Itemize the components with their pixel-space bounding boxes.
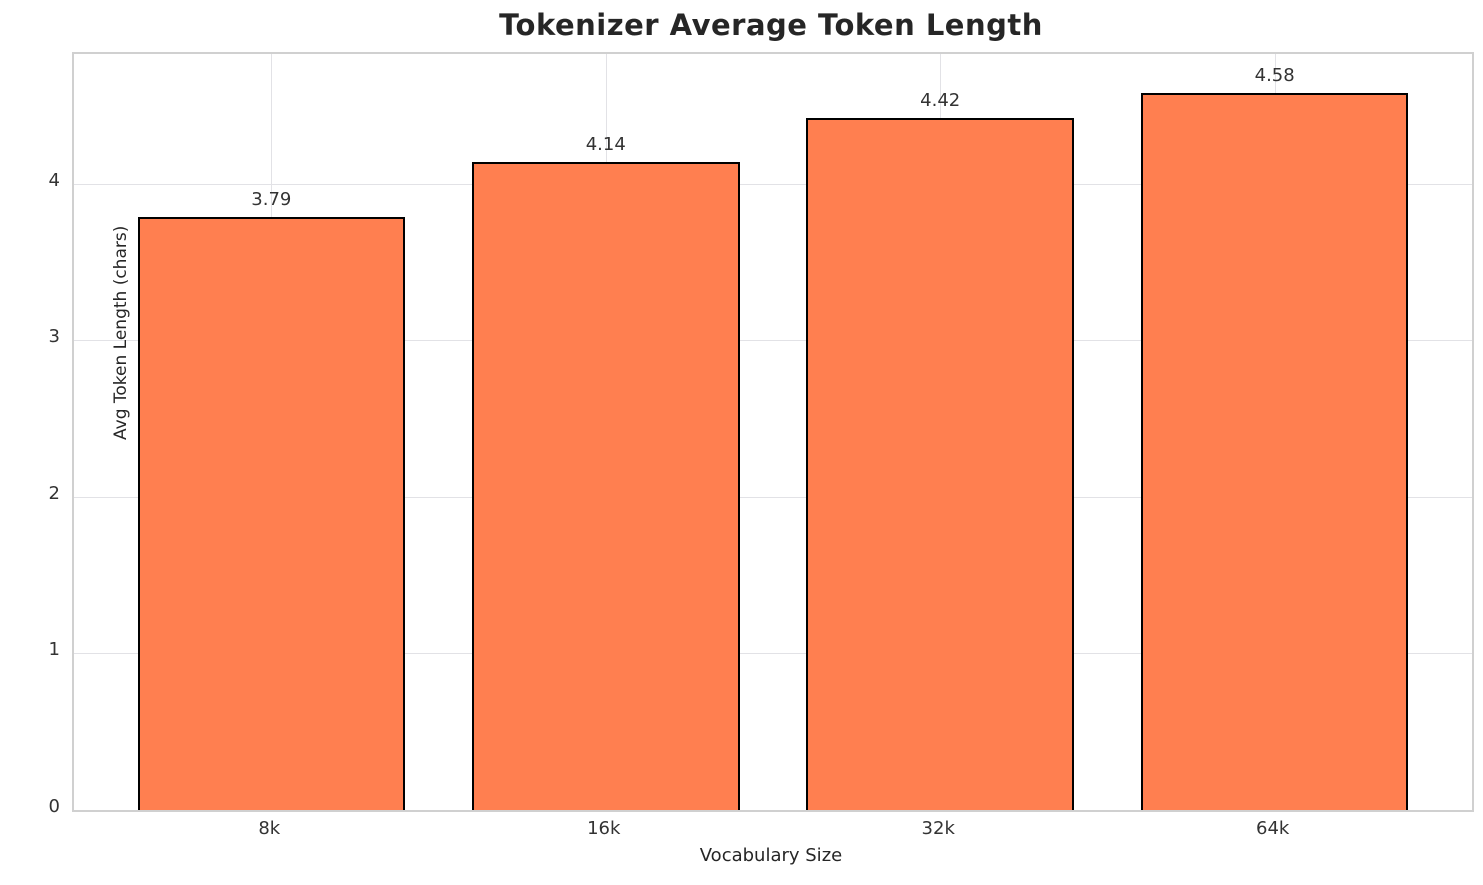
bar-8k (137, 216, 406, 810)
h-gridline-2 (74, 496, 1472, 498)
y-tick-label-3: 3 (48, 326, 60, 348)
x-tick-label-64k: 64k (1256, 818, 1290, 839)
bar-value-label-16k: 4.14 (585, 134, 626, 155)
x-tick-label-16k: 16k (587, 818, 621, 839)
h-gridline-3 (74, 340, 1472, 342)
h-gridline-4 (74, 183, 1472, 185)
x-tick-label-32k: 32k (921, 818, 955, 839)
y-tick-label-4: 4 (48, 169, 60, 191)
x-axis-label: Vocabulary Size (699, 845, 843, 866)
y-tick-label-1: 1 (48, 639, 60, 661)
bar-64k (1140, 93, 1409, 810)
bar-32k (806, 118, 1074, 810)
y-tick-label-2: 2 (48, 482, 60, 504)
bar-16k (471, 162, 740, 810)
plot-area: 3.79 4.14 4.42 4.58 (72, 52, 1474, 812)
bar-value-label-64k: 4.58 (1254, 65, 1295, 87)
chart-title: Tokenizer Average Token Length (499, 8, 1043, 42)
bar-value-label-8k: 3.79 (251, 188, 292, 210)
y-axis-label: Avg Token Length (chars) (111, 225, 132, 440)
y-tick-label-0: 0 (48, 796, 60, 817)
x-tick-label-8k: 8k (258, 818, 281, 839)
h-gridline-1 (74, 653, 1472, 655)
bar-value-label-32k: 4.42 (920, 90, 961, 112)
